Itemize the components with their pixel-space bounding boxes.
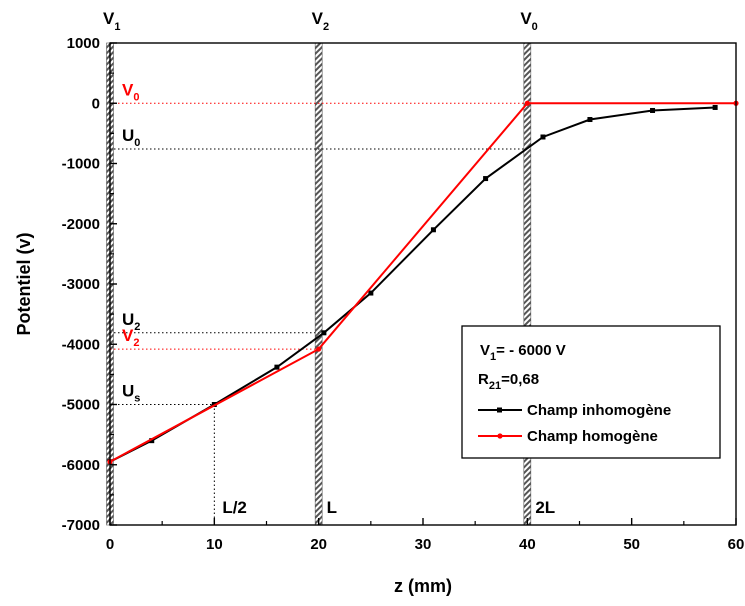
potential-label-sub: 0 — [134, 137, 140, 149]
x-tick-label: 10 — [206, 536, 223, 553]
legend-param-main: R — [478, 371, 489, 388]
electrode-label-main: V — [103, 9, 115, 28]
legend-param-rest: = - 6000 V — [496, 342, 566, 359]
x-tick-label: 20 — [310, 536, 327, 553]
y-tick-label: -5000 — [62, 397, 100, 414]
potential-label: V0 — [122, 80, 139, 103]
electrode-label: V2 — [312, 9, 329, 33]
data-point — [274, 364, 280, 370]
legend-param-main: V — [480, 342, 490, 359]
electrode-label: V0 — [520, 9, 537, 33]
data-point — [650, 107, 656, 113]
x-tick-label: 0 — [106, 536, 114, 553]
data-point — [712, 104, 718, 110]
legend-param-sub: 1 — [490, 351, 496, 363]
potential-label-sub: 2 — [134, 321, 140, 333]
data-point — [368, 290, 374, 296]
position-label: 2L — [535, 498, 555, 517]
potential-label-sub: s — [134, 393, 140, 405]
x-tick-label: 30 — [415, 536, 432, 553]
electrode-bar — [314, 42, 323, 526]
legend-swatch-marker — [497, 433, 503, 439]
potential-label: U0 — [122, 126, 140, 149]
electrode-label-sub: 1 — [114, 21, 120, 33]
legend-param-v1: V1= - 6000 V — [480, 342, 566, 363]
electrode-label-sub: 0 — [532, 21, 538, 33]
data-point — [316, 346, 322, 352]
data-point — [540, 134, 546, 140]
data-point — [430, 227, 436, 233]
x-axis-title: z (mm) — [394, 576, 452, 596]
electrode-label-main: V — [312, 9, 324, 28]
data-point — [483, 176, 489, 182]
x-tick-label: 40 — [519, 536, 536, 553]
y-tick-label: -7000 — [62, 517, 100, 534]
y-tick-label: -6000 — [62, 457, 100, 474]
series-line — [109, 102, 736, 463]
y-axis-title: Potentiel (v) — [14, 232, 34, 335]
x-tick-label: 60 — [728, 536, 745, 553]
position-label: L/2 — [222, 498, 247, 517]
potential-label-main: U — [122, 310, 134, 329]
potential-label-main: U — [122, 126, 134, 145]
electrode-label: V1 — [103, 9, 120, 33]
potential-label-sub: 2 — [133, 337, 139, 349]
y-tick-label: -2000 — [62, 216, 100, 233]
data-point — [149, 438, 155, 444]
x-tick-label: 50 — [623, 536, 640, 553]
potential-label-main: U — [122, 382, 134, 401]
y-tick-label: -3000 — [62, 276, 100, 293]
data-point — [524, 100, 530, 106]
legend-swatch-marker — [497, 407, 502, 413]
y-tick-label: -1000 — [62, 156, 100, 173]
legend-entry-label: Champ homogène — [527, 428, 658, 445]
data-point — [321, 330, 327, 336]
legend-entry-label: Champ inhomogène — [527, 402, 671, 419]
electrode-label-main: V — [520, 9, 532, 28]
data-point — [587, 117, 593, 123]
potential-label: V2 — [122, 326, 139, 349]
legend-param-sub: 21 — [489, 380, 501, 392]
y-tick-label: 1000 — [67, 35, 100, 52]
legend-param-rest: =0,68 — [501, 371, 539, 388]
potential-label-main: V — [122, 80, 134, 99]
y-tick-label: 0 — [92, 95, 100, 112]
potential-label: U2 — [122, 310, 140, 333]
position-label: L — [327, 498, 337, 517]
y-tick-label: -4000 — [62, 336, 100, 353]
electrode-label-sub: 2 — [323, 21, 329, 33]
potential-label: Us — [122, 382, 140, 405]
legend-param-r21: R21=0,68 — [478, 371, 539, 392]
potential-label-sub: 0 — [133, 91, 139, 103]
potential-label-main: V — [122, 326, 134, 345]
